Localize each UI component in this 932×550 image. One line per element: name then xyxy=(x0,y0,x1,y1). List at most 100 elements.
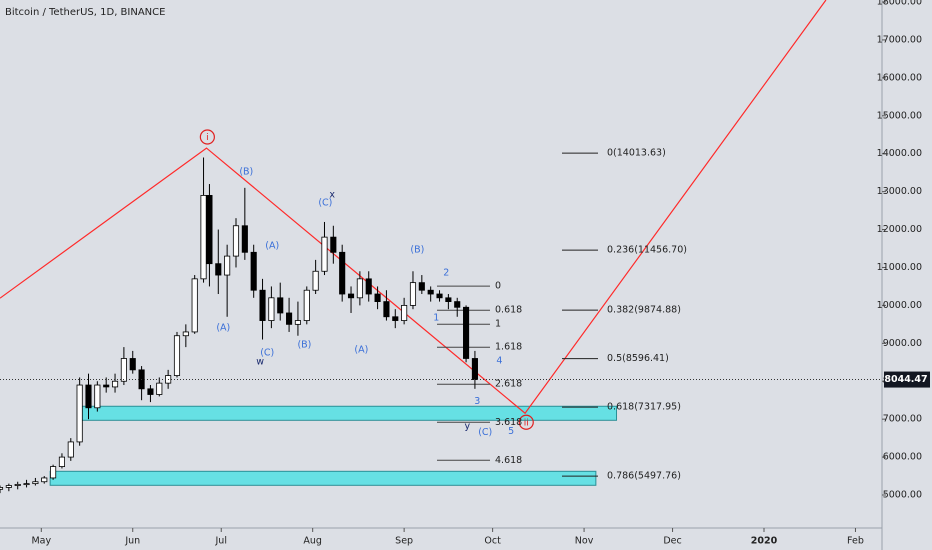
zone xyxy=(49,470,597,486)
y-tick-label: 17000.00 xyxy=(877,34,922,45)
x-tick-label: 2020 xyxy=(751,536,778,547)
candle-body xyxy=(14,483,21,486)
y-tick-label: 11000.00 xyxy=(877,262,922,273)
candle-body xyxy=(409,282,417,306)
candle-body xyxy=(347,293,355,299)
candle-body xyxy=(58,456,66,467)
candle-body xyxy=(111,380,119,388)
candle-body xyxy=(330,236,337,253)
candle-body xyxy=(356,278,363,299)
wave-label: (C) xyxy=(260,348,274,359)
candle-body xyxy=(339,251,346,295)
candle-body xyxy=(5,485,12,488)
y-tick-label: 9000.00 xyxy=(883,338,922,349)
wave-label: 1 xyxy=(433,313,439,324)
wave-label: (C) xyxy=(318,198,332,209)
candle-body xyxy=(241,225,248,253)
candle-body xyxy=(365,278,372,295)
candle-body xyxy=(103,384,110,388)
candle-body xyxy=(401,304,408,321)
y-tick-label: 12000.00 xyxy=(877,224,922,235)
fib-label: 1 xyxy=(495,319,501,330)
fib-label: 0.382(9874.88) xyxy=(607,305,681,316)
plot-area xyxy=(0,0,827,494)
fib-label: 0.5(8596.41) xyxy=(607,353,669,364)
candle-body xyxy=(182,331,189,337)
candle-body xyxy=(173,335,181,376)
wave-label: (A) xyxy=(265,241,279,252)
candle-body xyxy=(471,358,478,380)
y-tick-label: 16000.00 xyxy=(877,72,922,83)
candle-body xyxy=(129,358,136,371)
wave-label: y xyxy=(464,421,470,432)
last-price-label: 8044.47 xyxy=(884,374,927,385)
candle-body xyxy=(321,236,328,272)
x-tick-label: Jun xyxy=(124,536,140,547)
y-tick-label: 6000.00 xyxy=(883,452,922,463)
candle-body xyxy=(200,195,207,280)
fib-label: 0(14013.63) xyxy=(607,148,666,159)
candle-body xyxy=(120,358,127,382)
wave-label: 2 xyxy=(443,268,449,279)
y-tick-label: 15000.00 xyxy=(877,110,922,121)
y-tick-label: 5000.00 xyxy=(883,490,922,501)
zone xyxy=(79,405,618,421)
candle-body xyxy=(268,297,275,321)
fib-label: 2.618 xyxy=(495,379,522,390)
candle-body xyxy=(445,297,452,303)
y-tick-label: 10000.00 xyxy=(877,300,922,311)
wave-label: i xyxy=(206,133,209,143)
candle-body xyxy=(454,301,461,308)
candle-body xyxy=(147,388,154,395)
wave-label: (B) xyxy=(297,340,311,351)
candle-body xyxy=(427,289,434,295)
last-price-box xyxy=(884,371,930,388)
y-tick-label: 18000.00 xyxy=(877,0,922,8)
wave-circle xyxy=(199,129,215,145)
x-tick-label: Sep xyxy=(395,536,413,547)
wave-label: (C) xyxy=(478,427,492,438)
x-tick-label: Jul xyxy=(215,536,227,547)
candle-body xyxy=(277,297,284,314)
fib-label: 0.618 xyxy=(495,305,522,316)
candle-body xyxy=(23,483,30,486)
x-tick-label: Aug xyxy=(303,536,322,547)
candle-body xyxy=(206,195,213,265)
candle-body xyxy=(224,255,231,276)
candle-body xyxy=(85,384,92,409)
candle-body xyxy=(303,289,310,321)
fib-label: 0.236(11456.70) xyxy=(607,245,687,256)
wave-label: 5 xyxy=(508,426,514,437)
fib-label: 0 xyxy=(495,281,501,292)
candle-body xyxy=(0,487,4,490)
wave-label: w xyxy=(256,357,264,368)
candle-body xyxy=(392,316,399,321)
candle-body xyxy=(50,466,57,479)
candle-body xyxy=(383,301,390,318)
fib-label: 0.786(5497.76) xyxy=(607,471,681,482)
candle-body xyxy=(250,251,257,291)
candle-body xyxy=(259,289,266,321)
candle-body xyxy=(191,278,198,333)
wave-label: (A) xyxy=(354,345,368,356)
candle-body xyxy=(418,282,425,291)
candle-body xyxy=(232,225,240,257)
candle-body xyxy=(436,293,443,299)
candle-body xyxy=(94,384,101,409)
candle-body xyxy=(463,306,470,359)
candle-body xyxy=(294,320,301,325)
wave-label: ii xyxy=(524,418,529,428)
fib-label: 0.618(7317.95) xyxy=(607,402,681,413)
wave-label: (A) xyxy=(216,323,230,334)
wave-label: 4 xyxy=(496,356,502,367)
candle-body xyxy=(215,263,222,276)
candle-body xyxy=(374,293,381,303)
y-tick-label: 14000.00 xyxy=(877,148,922,159)
candle-body xyxy=(67,441,74,458)
chart-title: Bitcoin / TetherUS, 1D, BINANCE xyxy=(5,7,165,18)
wave-label: x xyxy=(329,190,335,201)
wave-circle xyxy=(518,414,534,430)
candle-body xyxy=(286,312,293,325)
x-tick-label: Oct xyxy=(484,536,501,547)
